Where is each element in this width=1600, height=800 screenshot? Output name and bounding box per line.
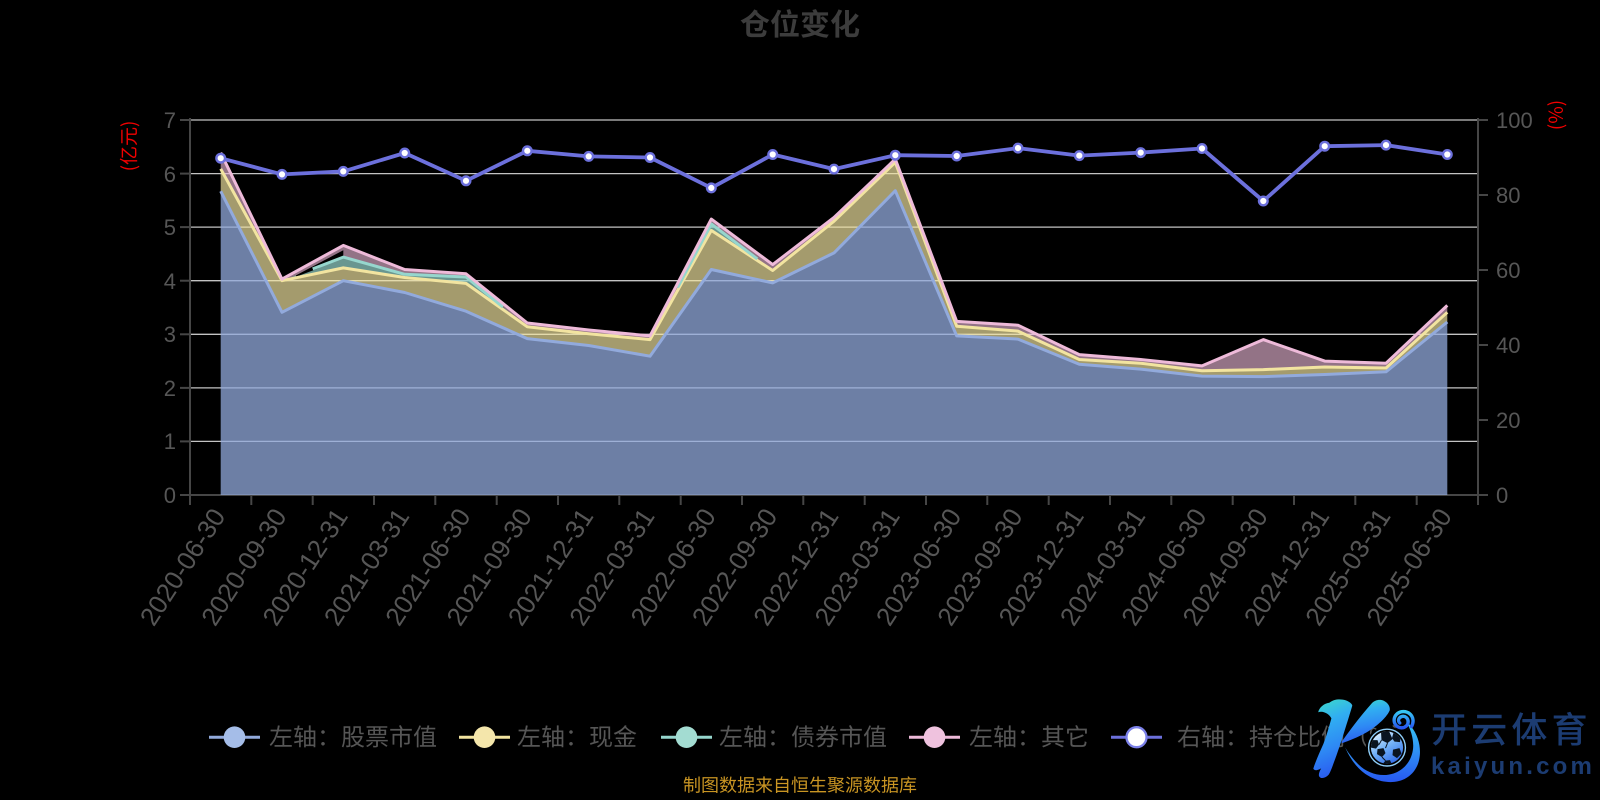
svg-text:20: 20 xyxy=(1496,408,1520,433)
svg-text:80: 80 xyxy=(1496,183,1520,208)
svg-text:0: 0 xyxy=(1496,483,1508,508)
svg-text:kaiyun.com: kaiyun.com xyxy=(1431,753,1595,780)
svg-text:6: 6 xyxy=(164,162,176,187)
svg-text:2: 2 xyxy=(164,376,176,401)
svg-text:7: 7 xyxy=(164,108,176,133)
svg-text:1: 1 xyxy=(164,429,176,454)
svg-text:40: 40 xyxy=(1496,333,1520,358)
svg-text:5: 5 xyxy=(164,215,176,240)
svg-text:60: 60 xyxy=(1496,258,1520,283)
svg-text:3: 3 xyxy=(164,322,176,347)
svg-text:4: 4 xyxy=(164,269,176,294)
svg-text:100: 100 xyxy=(1496,108,1533,133)
svg-text:0: 0 xyxy=(164,483,176,508)
